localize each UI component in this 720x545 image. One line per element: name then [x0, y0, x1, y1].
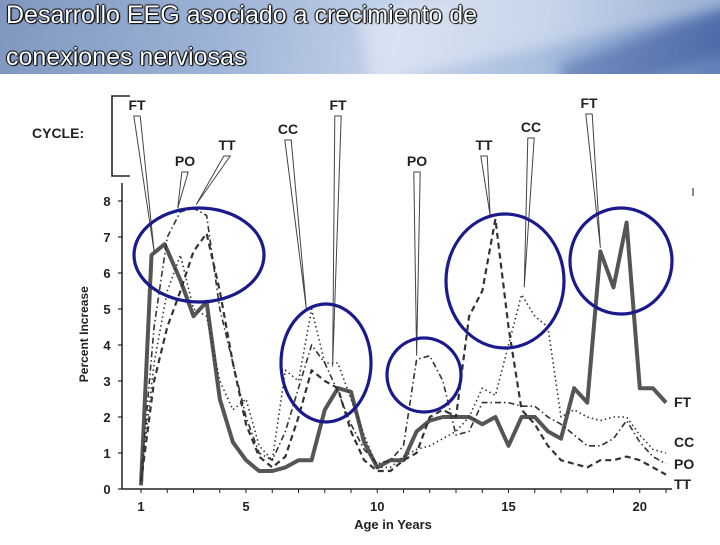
x-tick-label: 15 [501, 499, 515, 514]
cycle-pointer-ft [332, 115, 342, 367]
eeg-chart-area: 0 1 2 3 4 5 6 7 8 1 5 10 15 20 Age in Years Percent Inc… [0, 74, 720, 540]
cycle-pointer-tt [195, 155, 232, 205]
cycle-pointer-cc [523, 137, 535, 288]
series-line-po [140, 207, 667, 479]
y-tick-label: 7 [103, 230, 110, 245]
highlight-circle [444, 212, 566, 350]
series-label-cc: CC [674, 434, 694, 450]
y-tick-label: 5 [103, 302, 110, 317]
y-tick-label: 3 [103, 374, 110, 389]
cycle-marker-label-po: PO [175, 153, 195, 169]
cycle-pointer-ft [133, 115, 155, 252]
cycle-marker-label-cc: CC [521, 119, 541, 135]
cycle-pointer-po [413, 171, 421, 356]
highlight-circle [132, 206, 266, 304]
y-tick-label: 2 [103, 410, 110, 425]
cycle-marker-label-tt: TT [218, 137, 236, 153]
cycle-marker-label-tt: TT [475, 137, 493, 153]
y-tick-label: 0 [103, 482, 110, 497]
cycle-marker-label-ft: FT [128, 97, 146, 113]
x-tick-label: 10 [370, 499, 384, 514]
cycle-marker-label-ft: FT [329, 97, 347, 113]
slide-title-line-1: Desarrollo EEG asociado a crecimiento de [6, 1, 478, 29]
x-axis-label: Age in Years [354, 517, 432, 532]
cycle-bracket [111, 95, 130, 177]
y-axis-label: Percent Increase [77, 286, 91, 382]
x-tick-label: 20 [633, 499, 647, 514]
highlight-circle [385, 336, 463, 414]
cycle-pointer-po [177, 171, 189, 209]
slide-title: Desarrollo EEG asociado a crecimiento de… [6, 0, 706, 74]
slide-title-line-2: conexiones nerviosas [6, 43, 247, 71]
cycle-pointer-tt [480, 155, 491, 216]
cycle-label: CYCLE: [32, 125, 84, 141]
series-line-ft [139, 220, 668, 486]
series-line-tt [139, 217, 667, 482]
highlight-circle [568, 206, 674, 316]
x-tick-label: 1 [137, 499, 144, 514]
cycle-marker-label-cc: CC [278, 121, 298, 137]
y-tick-label: 6 [103, 266, 110, 281]
highlight-circle [279, 302, 373, 424]
y-tick-label: 4 [103, 338, 111, 353]
cycle-pointer-ft [585, 113, 601, 248]
slide-header: Desarrollo EEG asociado a crecimiento de… [0, 0, 720, 74]
y-tick-label: 8 [103, 194, 110, 209]
series-label-po: PO [674, 456, 694, 472]
x-tick-label: 5 [242, 499, 249, 514]
series-label-tt: TT [674, 476, 692, 492]
series-label-ft: FT [674, 394, 692, 410]
cycle-marker-label-ft: FT [580, 95, 598, 111]
cycle-marker-label-po: PO [407, 153, 427, 169]
cycle-pointer-cc [284, 139, 307, 310]
y-tick-label: 1 [103, 446, 110, 461]
